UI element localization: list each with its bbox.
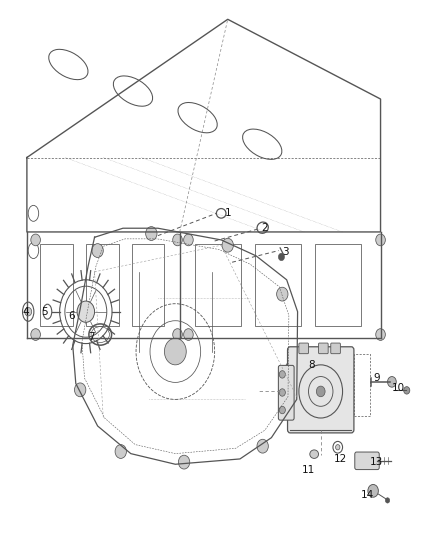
Circle shape bbox=[286, 362, 297, 375]
Circle shape bbox=[376, 234, 385, 246]
FancyBboxPatch shape bbox=[288, 347, 354, 433]
Circle shape bbox=[279, 389, 286, 396]
Circle shape bbox=[164, 338, 186, 365]
Bar bbox=[132, 244, 164, 326]
Circle shape bbox=[184, 329, 193, 341]
Bar bbox=[315, 244, 361, 326]
Circle shape bbox=[92, 244, 103, 257]
Circle shape bbox=[279, 253, 285, 261]
Circle shape bbox=[316, 386, 325, 397]
Circle shape bbox=[77, 301, 95, 322]
Text: 8: 8 bbox=[309, 360, 315, 370]
Circle shape bbox=[146, 227, 157, 240]
Text: 13: 13 bbox=[370, 457, 383, 466]
Text: 5: 5 bbox=[41, 306, 48, 317]
Text: 4: 4 bbox=[22, 306, 29, 317]
Circle shape bbox=[279, 370, 286, 378]
Circle shape bbox=[173, 329, 182, 341]
Ellipse shape bbox=[310, 450, 318, 458]
Circle shape bbox=[277, 287, 288, 301]
Circle shape bbox=[368, 484, 378, 497]
Circle shape bbox=[222, 238, 233, 252]
Circle shape bbox=[336, 445, 340, 450]
Text: 9: 9 bbox=[374, 373, 380, 383]
Text: 7: 7 bbox=[88, 332, 94, 342]
FancyBboxPatch shape bbox=[299, 343, 308, 354]
Text: 6: 6 bbox=[68, 311, 75, 321]
Circle shape bbox=[257, 439, 268, 453]
Text: 11: 11 bbox=[302, 465, 315, 474]
Circle shape bbox=[173, 234, 182, 246]
Text: 14: 14 bbox=[361, 490, 374, 500]
Bar bbox=[255, 244, 301, 326]
FancyBboxPatch shape bbox=[318, 343, 328, 354]
FancyBboxPatch shape bbox=[279, 366, 294, 420]
Circle shape bbox=[184, 234, 193, 246]
Bar bbox=[195, 244, 241, 326]
Circle shape bbox=[385, 498, 390, 503]
FancyBboxPatch shape bbox=[331, 343, 340, 354]
Circle shape bbox=[31, 329, 40, 341]
Circle shape bbox=[74, 383, 86, 397]
Circle shape bbox=[178, 455, 190, 469]
Circle shape bbox=[404, 386, 410, 394]
Text: 2: 2 bbox=[261, 223, 268, 233]
Circle shape bbox=[115, 445, 127, 458]
Circle shape bbox=[31, 234, 40, 246]
Text: 10: 10 bbox=[392, 383, 405, 393]
Circle shape bbox=[25, 308, 32, 316]
Bar bbox=[40, 244, 73, 326]
Circle shape bbox=[388, 376, 396, 387]
FancyBboxPatch shape bbox=[355, 452, 379, 470]
Text: 3: 3 bbox=[282, 247, 289, 257]
Text: 1: 1 bbox=[224, 208, 231, 219]
Text: 12: 12 bbox=[334, 454, 347, 464]
Bar bbox=[86, 244, 119, 326]
Circle shape bbox=[376, 329, 385, 341]
Circle shape bbox=[279, 406, 286, 414]
